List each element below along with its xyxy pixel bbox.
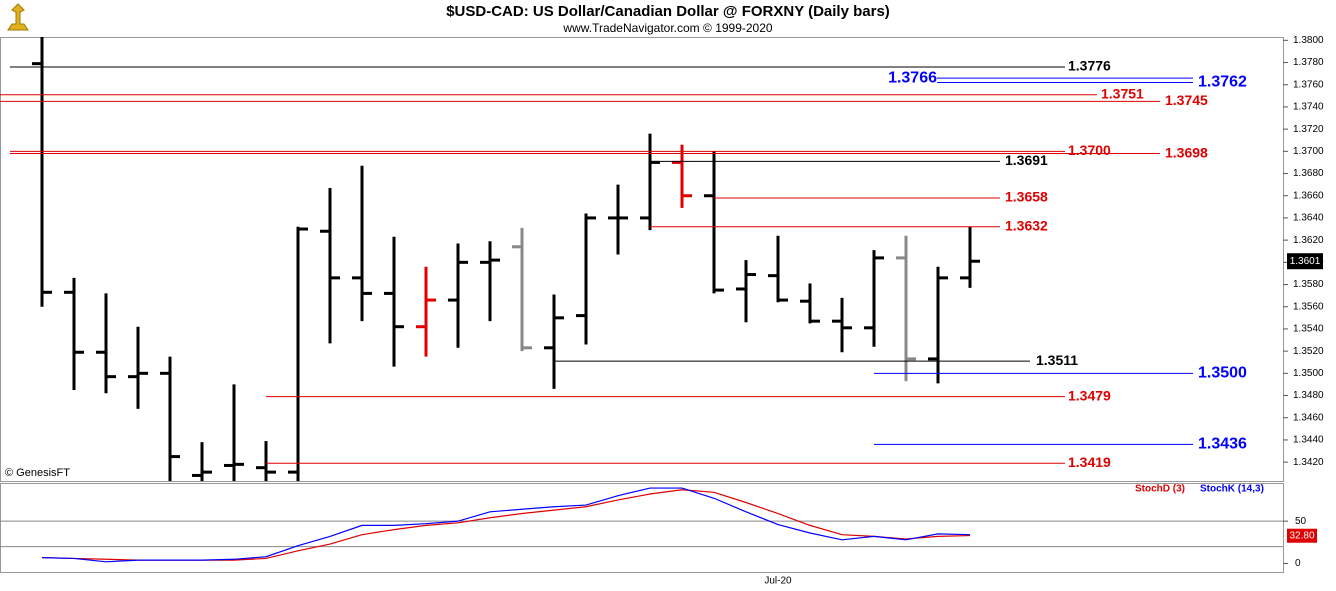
last-price-label: 1.3601 bbox=[1290, 256, 1321, 267]
level-label: 1.3436 bbox=[1198, 436, 1247, 453]
y-tick-label: 1.3680 bbox=[1293, 168, 1324, 179]
y-tick-label: 1.3660 bbox=[1293, 190, 1324, 201]
level-label: 1.3691 bbox=[1005, 152, 1048, 168]
level-label: 1.3419 bbox=[1068, 454, 1111, 470]
level-label: 1.3479 bbox=[1068, 387, 1111, 403]
y-tick-label: 1.3780 bbox=[1293, 57, 1324, 68]
last-value-box bbox=[1287, 528, 1317, 543]
level-label: 1.3745 bbox=[1165, 92, 1208, 108]
level-label: 1.3511 bbox=[1036, 352, 1078, 368]
level-label: 1.3632 bbox=[1005, 218, 1048, 234]
y-tick-label: 1.3540 bbox=[1293, 324, 1324, 335]
y-tick-label: 1.3800 bbox=[1293, 35, 1324, 46]
y-tick-label: 0 bbox=[1295, 558, 1301, 569]
y-tick-label: 1.3620 bbox=[1293, 235, 1324, 246]
price-panel bbox=[0, 37, 1284, 482]
level-label: 1.3658 bbox=[1005, 189, 1048, 205]
chart-subtitle: www.TradeNavigator.com © 1999-2020 bbox=[562, 21, 772, 35]
y-tick-label: 1.3460 bbox=[1293, 412, 1324, 423]
level-label: 1.3766 bbox=[888, 69, 937, 86]
y-tick-label: 1.3740 bbox=[1293, 102, 1324, 113]
y-tick-label: 1.3480 bbox=[1293, 390, 1324, 401]
last-price-box bbox=[1287, 253, 1323, 270]
chart-title: $USD-CAD: US Dollar/Canadian Dollar @ FO… bbox=[446, 3, 890, 20]
last-value-label: 32.80 bbox=[1289, 530, 1314, 541]
y-tick-label: 1.3420 bbox=[1293, 457, 1324, 468]
y-tick-label: 1.3560 bbox=[1293, 301, 1324, 312]
legend-entry: StochK (14,3) bbox=[1200, 484, 1264, 495]
level-label: 1.3500 bbox=[1198, 365, 1247, 382]
plot-area bbox=[32, 37, 980, 481]
level-label: 1.3751 bbox=[1101, 85, 1144, 101]
y-tick-label: 1.3640 bbox=[1293, 213, 1324, 224]
y-tick-label: 1.3760 bbox=[1293, 79, 1324, 90]
level-label: 1.3700 bbox=[1068, 142, 1111, 158]
y-tick-label: 1.3500 bbox=[1293, 368, 1324, 379]
source: © GenesisFT bbox=[5, 467, 70, 479]
y-tick-label: 50 bbox=[1295, 516, 1307, 527]
logo bbox=[7, 3, 29, 31]
level-label: 1.3776 bbox=[1068, 58, 1111, 74]
y-tick-label: 1.3520 bbox=[1293, 346, 1324, 357]
y-tick-label: 1.3700 bbox=[1293, 146, 1324, 157]
legend-entry: StochD (3) bbox=[1135, 484, 1185, 495]
y-tick-label: 1.3720 bbox=[1293, 124, 1324, 135]
stoch-panel bbox=[0, 483, 1284, 573]
x-tick-label: Jul-20 bbox=[764, 576, 792, 587]
level-label: 1.3762 bbox=[1198, 74, 1247, 91]
y-tick-label: 1.3580 bbox=[1293, 279, 1324, 290]
y-tick-label: 1.3440 bbox=[1293, 435, 1324, 446]
stoch-line bbox=[41, 487, 971, 563]
level-label: 1.3698 bbox=[1165, 144, 1208, 160]
